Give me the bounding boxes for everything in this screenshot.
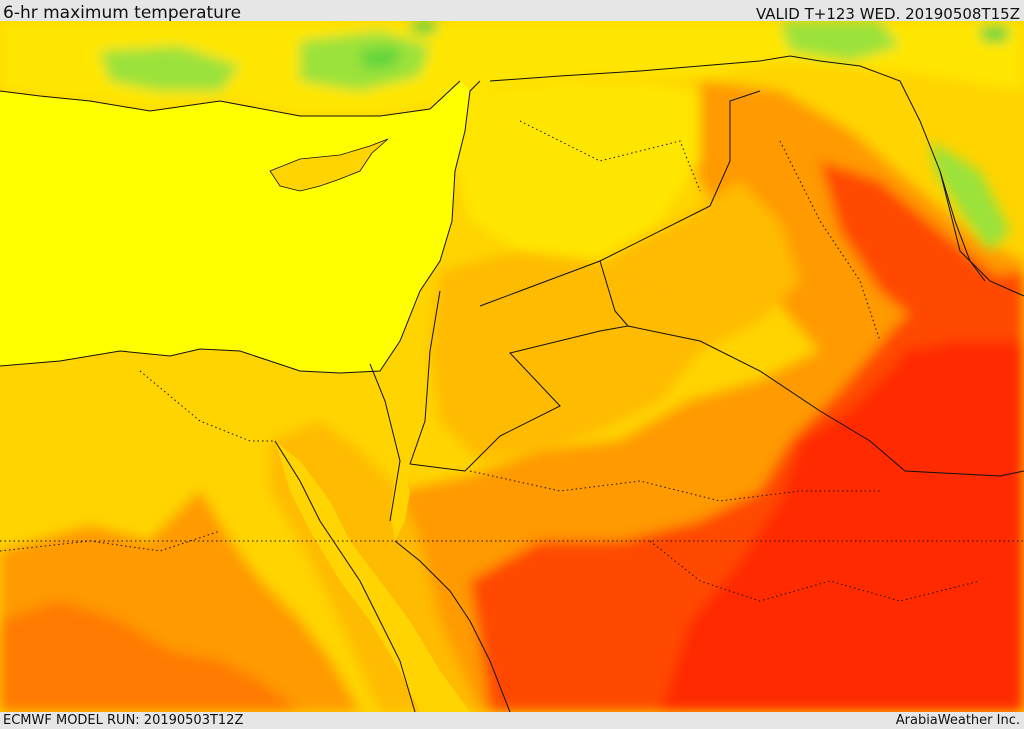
border-syria-jordan bbox=[479, 90, 761, 307]
border-syria-iraq bbox=[489, 55, 1024, 297]
coastline-turkey bbox=[0, 80, 461, 117]
zone-orange-light-jordan bbox=[430, 251, 700, 461]
cool-band bbox=[0, 21, 1024, 251]
zone-green-turkey-east bbox=[780, 21, 900, 61]
zone-pale-gold-turkey bbox=[0, 21, 1024, 116]
dotted-internal-2 bbox=[139, 370, 275, 442]
border-jordan-west bbox=[409, 290, 441, 465]
zone-orange-dark-west bbox=[0, 601, 300, 712]
coastline-levant bbox=[0, 80, 481, 374]
map-canvas bbox=[0, 21, 1024, 712]
gulf-of-aqaba bbox=[390, 461, 410, 541]
mediterranean-sea bbox=[0, 81, 470, 373]
zone-orange-light-iraq bbox=[600, 181, 800, 351]
coastline-sinai-west bbox=[274, 440, 416, 712]
valid-time: VALID T+123 WED. 20190508T15Z bbox=[755, 5, 1020, 22]
border-egypt-israel bbox=[369, 363, 401, 522]
dotted-internal-5 bbox=[519, 120, 701, 192]
zone-bright-green-2 bbox=[410, 21, 440, 35]
zone-bright-green-1 bbox=[360, 46, 400, 69]
red-sea bbox=[275, 441, 470, 712]
cyprus-island bbox=[269, 138, 389, 192]
footer-bar: ECMWF MODEL RUN: 20190503T12Z ArabiaWeat… bbox=[0, 712, 1024, 729]
border-jordan-saudi bbox=[409, 325, 629, 472]
zone-green-turkey-west bbox=[100, 46, 240, 91]
border-jordan-iraq bbox=[599, 260, 1024, 477]
dotted-internal-3 bbox=[469, 470, 880, 502]
credit-text: ArabiaWeather Inc. bbox=[895, 713, 1020, 728]
header-bar: 6-hr maximum temperature VALID T+123 WED… bbox=[0, 0, 1024, 21]
zone-pale-gold-north bbox=[450, 81, 700, 261]
dotted-internal-1 bbox=[0, 530, 221, 552]
zone-red-deep bbox=[900, 341, 1024, 491]
map-title: 6-hr maximum temperature bbox=[3, 3, 242, 21]
borders bbox=[0, 55, 1024, 712]
zone-green-zagros bbox=[930, 141, 1010, 251]
model-run: ECMWF MODEL RUN: 20190503T12Z bbox=[3, 713, 244, 728]
zone-red-orange-north bbox=[820, 161, 1024, 351]
temperature-map[interactable] bbox=[0, 21, 1024, 712]
coastline-zagros bbox=[939, 170, 986, 282]
coastline-arabia-west bbox=[394, 540, 511, 712]
zone-bright-green-3 bbox=[980, 26, 1010, 43]
